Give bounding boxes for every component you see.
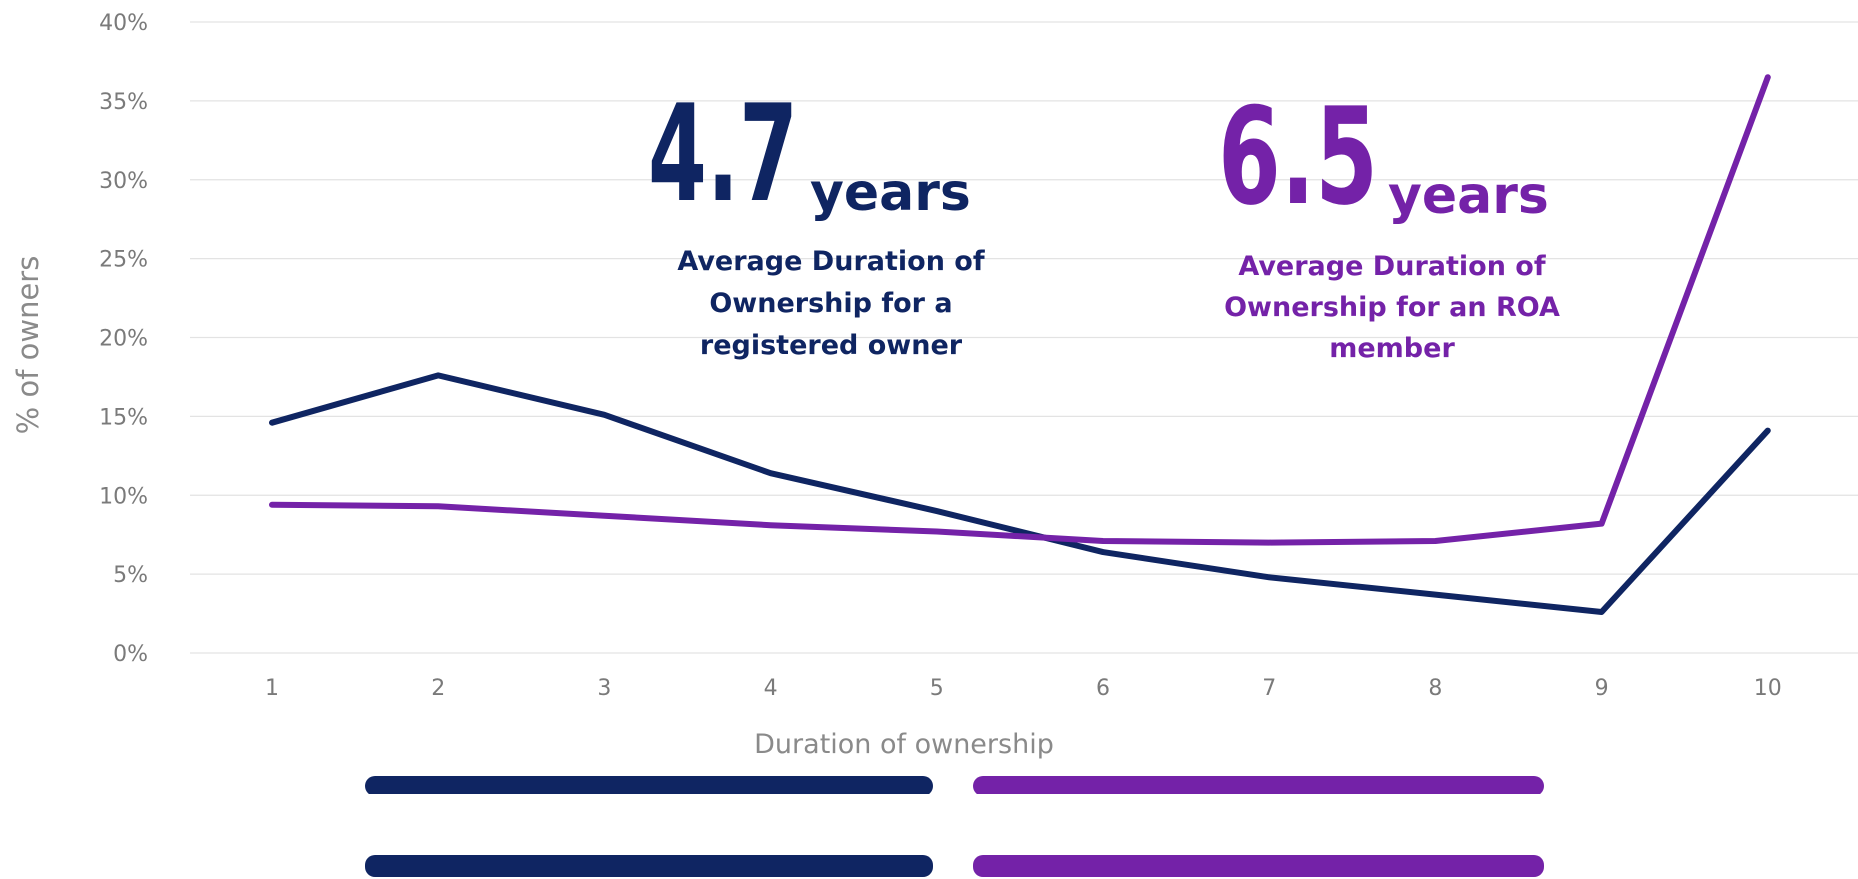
y-axis-ticks: 0% 5% 10% 15% 20% 25% 30% 35% 40% bbox=[99, 11, 148, 667]
y-tick-label: 0% bbox=[113, 642, 148, 667]
legend-swatch-registered-top bbox=[365, 776, 933, 796]
x-tick-label: 3 bbox=[597, 676, 611, 701]
gridlines bbox=[190, 21, 1858, 654]
x-tick-label: 2 bbox=[431, 676, 445, 701]
registered-annotation: 4.7 years Average Duration of Ownership … bbox=[648, 76, 985, 361]
x-tick-label: 4 bbox=[764, 676, 778, 701]
y-tick-label: 40% bbox=[99, 11, 148, 36]
y-tick-label: 15% bbox=[99, 405, 148, 430]
x-axis-ticks: 1 2 3 4 5 6 7 8 9 10 bbox=[265, 676, 1782, 701]
x-tick-label: 5 bbox=[930, 676, 944, 701]
x-tick-label: 7 bbox=[1262, 676, 1276, 701]
y-tick-label: 20% bbox=[99, 327, 148, 352]
registered-desc-line-1: Average Duration of bbox=[677, 246, 984, 277]
registered-average-years: 4.7 bbox=[648, 76, 798, 232]
y-tick-label: 30% bbox=[99, 169, 148, 194]
x-tick-label: 6 bbox=[1096, 676, 1110, 701]
y-tick-label: 35% bbox=[99, 90, 148, 115]
roa-years-unit: years bbox=[1388, 166, 1549, 226]
y-tick-label: 5% bbox=[113, 563, 148, 588]
x-axis-title: Duration of ownership bbox=[754, 729, 1054, 760]
y-axis-title: % of owners bbox=[11, 256, 45, 435]
roa-member-line bbox=[269, 74, 1771, 546]
roa-average-years: 6.5 bbox=[1218, 79, 1378, 235]
registered-owner-line bbox=[269, 372, 1771, 615]
legend-swatch-roa-top bbox=[973, 776, 1544, 796]
legend-swatch-registered-bottom bbox=[365, 855, 933, 877]
roa-annotation: 6.5 years Average Duration of Ownership … bbox=[1218, 79, 1560, 364]
x-tick-label: 8 bbox=[1428, 676, 1442, 701]
series-lines bbox=[269, 74, 1771, 615]
y-tick-label: 25% bbox=[99, 248, 148, 273]
legend bbox=[355, 776, 1555, 877]
x-tick-label: 1 bbox=[265, 676, 279, 701]
roa-desc-line-1: Average Duration of bbox=[1238, 251, 1545, 282]
registered-years-unit: years bbox=[810, 163, 971, 223]
registered-desc-line-2: Ownership for a bbox=[709, 288, 952, 319]
x-tick-label: 9 bbox=[1595, 676, 1609, 701]
roa-desc-line-3: member bbox=[1329, 333, 1455, 364]
registered-desc-line-3: registered owner bbox=[700, 330, 963, 361]
legend-swatch-roa-bottom bbox=[973, 855, 1544, 877]
x-tick-label: 10 bbox=[1754, 676, 1782, 701]
roa-desc-line-2: Ownership for an ROA bbox=[1224, 292, 1560, 323]
y-tick-label: 10% bbox=[99, 484, 148, 509]
